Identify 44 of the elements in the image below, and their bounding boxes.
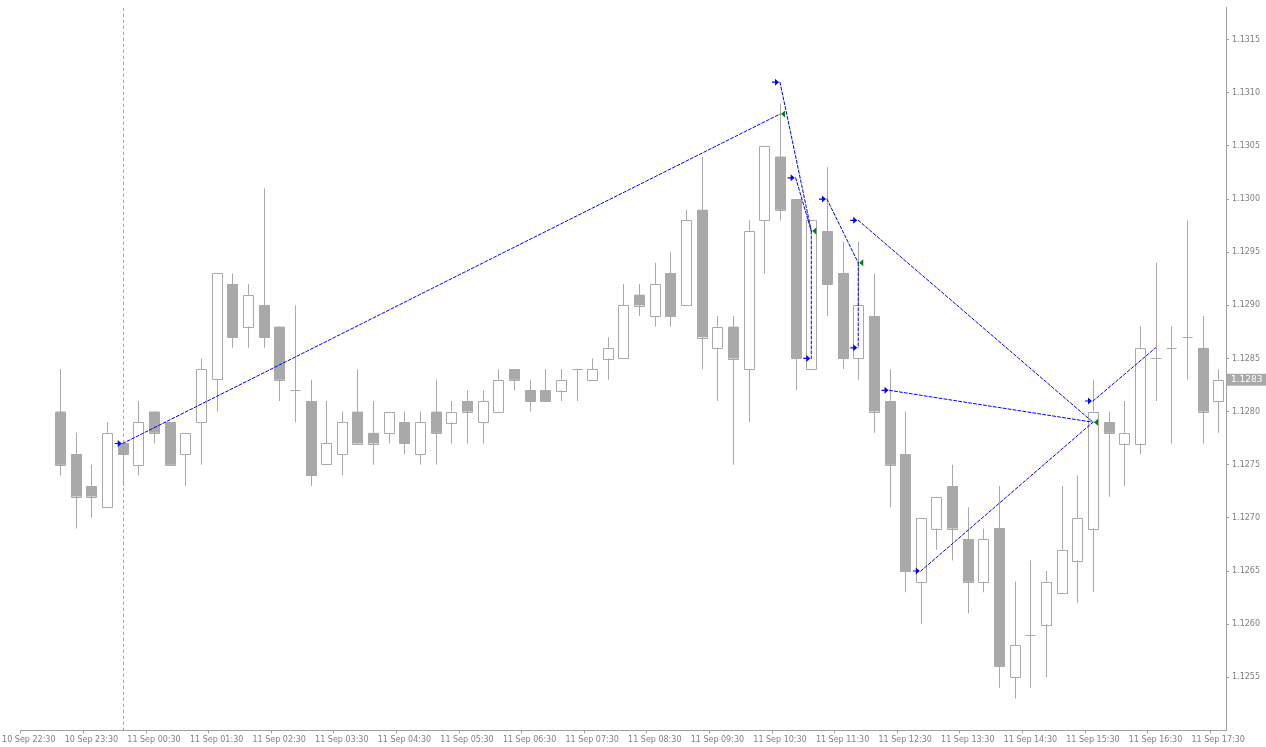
x-tick-label: 11 Sep 11:30 (815, 735, 870, 745)
x-tick-label: 11 Sep 02:30 (252, 735, 306, 745)
x-tick-label: 11 Sep 14:30 (1003, 735, 1058, 745)
x-tick-label: 11 Sep 05:30 (440, 735, 494, 745)
x-tick-label: 11 Sep 06:30 (502, 735, 557, 745)
candlestick (180, 432, 191, 487)
x-tick-label: 11 Sep 09:30 (690, 735, 745, 745)
x-tick-label: 11 Sep 04:30 (377, 735, 432, 745)
candlestick (1182, 219, 1193, 381)
y-tick-label: 1.1295 (1232, 247, 1260, 257)
x-tick-label: 11 Sep 08:30 (628, 735, 682, 745)
x-tick-label: 11 Sep 17:30 (1191, 735, 1245, 745)
candlestick (399, 411, 410, 455)
candlestick (1025, 559, 1036, 689)
candlestick (478, 389, 489, 444)
x-tick-label: 11 Sep 15:30 (1066, 735, 1120, 745)
x-tick-label: 11 Sep 13:30 (941, 735, 995, 745)
x-tick-label: 10 Sep 23:30 (64, 735, 119, 745)
x-tick-label: 11 Sep 01:30 (189, 735, 244, 745)
y-tick-label: 1.1255 (1232, 672, 1260, 682)
y-tick-label: 1.1280 (1232, 406, 1260, 416)
annotation: 1.1283 (1231, 374, 1263, 385)
y-tick-label: 1.1270 (1232, 512, 1260, 522)
candlestick (1166, 326, 1177, 444)
candlestick (321, 400, 332, 466)
x-tick-label: 11 Sep 03:30 (315, 735, 369, 745)
x-tick-label: 11 Sep 07:30 (565, 735, 619, 745)
x-tick-label: 10 Sep 22:30 (2, 735, 56, 745)
y-tick-label: 1.1285 (1232, 353, 1260, 363)
candlestick (290, 304, 301, 423)
x-tick-label: 11 Sep 12:30 (878, 735, 932, 745)
x-tick-label: 11 Sep 16:30 (1128, 735, 1183, 745)
x-tick-label: 11 Sep 10:30 (753, 735, 807, 745)
y-tick-label: 1.1310 (1232, 87, 1260, 97)
y-tick-label: 1.1315 (1232, 34, 1260, 44)
x-tick-label: 11 Sep 00:30 (127, 735, 181, 745)
y-tick-label: 1.1305 (1232, 141, 1260, 151)
y-tick-label: 1.1290 (1232, 300, 1260, 310)
y-tick-label: 1.1300 (1232, 194, 1260, 204)
y-tick-label: 1.1275 (1232, 459, 1260, 469)
y-tick-label: 1.1260 (1232, 619, 1260, 629)
candlestick (1151, 262, 1162, 402)
y-tick-label: 1.1265 (1232, 566, 1260, 576)
candlestick (572, 368, 583, 402)
